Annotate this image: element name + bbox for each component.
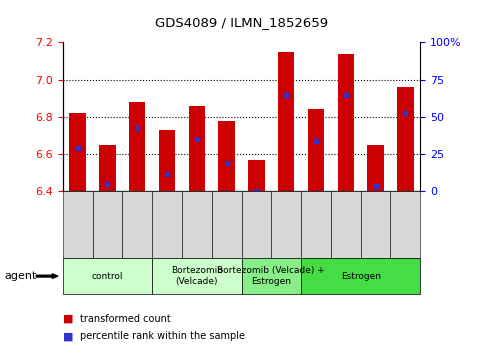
Bar [338, 54, 354, 191]
Text: agent: agent [5, 271, 37, 281]
Text: percentile rank within the sample: percentile rank within the sample [80, 331, 245, 341]
Text: Estrogen: Estrogen [341, 272, 381, 281]
Bar [70, 113, 86, 191]
Bar [308, 109, 324, 191]
Bar [159, 130, 175, 191]
Text: GDS4089 / ILMN_1852659: GDS4089 / ILMN_1852659 [155, 17, 328, 29]
Text: Bortezomib (Velcade) +
Estrogen: Bortezomib (Velcade) + Estrogen [217, 267, 325, 286]
Text: control: control [92, 272, 123, 281]
Bar [99, 145, 115, 191]
Bar [397, 87, 413, 191]
Bar [278, 52, 294, 191]
Bar [189, 106, 205, 191]
Text: ■: ■ [63, 314, 73, 324]
Bar [368, 145, 384, 191]
Bar [218, 121, 235, 191]
Text: Bortezomib
(Velcade): Bortezomib (Velcade) [171, 267, 223, 286]
Bar [129, 102, 145, 191]
Bar [248, 160, 265, 191]
Text: transformed count: transformed count [80, 314, 170, 324]
Text: ■: ■ [63, 331, 73, 341]
